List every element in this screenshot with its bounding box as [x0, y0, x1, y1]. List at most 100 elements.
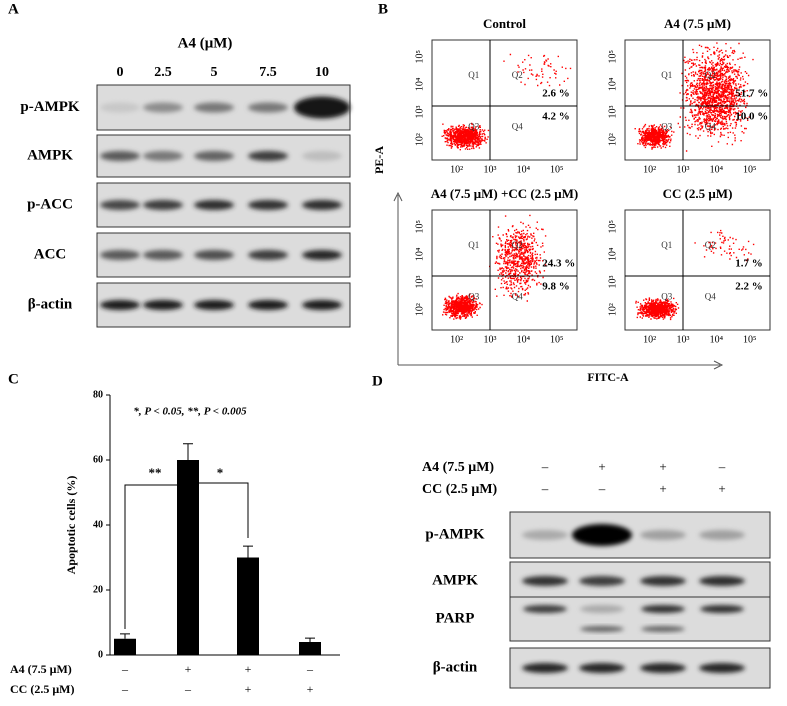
blot-band: [699, 663, 745, 673]
quadrant-label: Q1: [661, 70, 672, 80]
blot-band: [640, 576, 686, 586]
y-tick-label: 10⁴: [607, 77, 618, 91]
panel-label: A: [8, 1, 19, 17]
blot-band: [641, 626, 685, 632]
percent-label: 24.3 %: [542, 258, 575, 270]
chart-title: *, P < 0.05, **, P < 0.005: [133, 406, 247, 418]
blot-band: [699, 576, 745, 586]
percent-label: 1.7 %: [735, 258, 763, 270]
y-tick-label: 10⁵: [414, 220, 425, 234]
quadrant-label: Q2: [512, 70, 523, 80]
quadrant-label: Q3: [468, 292, 479, 302]
blot-band: [572, 524, 632, 546]
percent-label: 4.2 %: [542, 110, 570, 122]
sign: –: [121, 682, 129, 696]
y-tick-label: 10²: [607, 133, 618, 146]
x-tick-label: 10³: [677, 164, 690, 175]
condition-label: A4 (7.5 μM): [10, 662, 72, 676]
scatter-dots: [635, 229, 755, 321]
quadrant-label: Q4: [512, 292, 523, 302]
quadrant-label: Q3: [661, 122, 672, 132]
quadrant-label: Q2: [512, 240, 523, 250]
panel-label: D: [372, 373, 383, 389]
y-tick-label: 10²: [414, 303, 425, 316]
blot-band: [248, 300, 288, 310]
dose-label: 10: [315, 65, 329, 80]
blot-band: [100, 300, 140, 310]
condition-label: CC (2.5 μM): [10, 682, 74, 696]
blot-band: [248, 102, 288, 113]
sign: +: [718, 481, 725, 496]
blot-band: [194, 151, 234, 161]
x-tick-label: 10⁵: [743, 334, 757, 345]
y-axis-title: Apoptotic cells (%): [64, 476, 78, 575]
x-tick-label: 10²: [450, 164, 463, 175]
blot-band: [100, 151, 140, 161]
y-tick-label: 10³: [414, 276, 425, 289]
condition-label: A4 (7.5 μM): [422, 460, 494, 475]
sign: –: [121, 662, 129, 676]
blot-band: [580, 626, 624, 632]
quadrant-label: Q3: [661, 292, 672, 302]
plot-frame: [624, 39, 771, 161]
percent-label: 51.7 %: [735, 88, 768, 100]
blot-band: [641, 605, 685, 613]
percent-label: 2.2 %: [735, 280, 763, 292]
quadrant-label: Q2: [705, 70, 716, 80]
row-label: ACC: [34, 246, 67, 262]
percent-label: 2.6 %: [542, 88, 570, 100]
scatter-dots: [442, 214, 547, 320]
treatment-label: A4 (μM): [178, 35, 233, 51]
y-tick-label: 10⁴: [607, 247, 618, 261]
plot-frame: [431, 209, 578, 331]
y-tick-label: 10⁵: [414, 50, 425, 64]
row-label: AMPK: [432, 572, 478, 588]
blot-band: [523, 605, 567, 613]
sign: –: [718, 459, 726, 474]
quadrant-label: Q1: [661, 240, 672, 250]
blot-band: [522, 530, 568, 540]
error-bar: [305, 637, 315, 642]
blot-band: [248, 200, 288, 210]
blot-band: [640, 530, 686, 540]
error-bar: [120, 633, 130, 639]
y-tick-label: 10²: [414, 133, 425, 146]
quadrant-label: Q4: [705, 292, 716, 302]
y-axis-title: PE-A: [372, 146, 386, 174]
sign: +: [307, 682, 314, 696]
y-tick-label: 0: [98, 649, 103, 660]
bar: [237, 557, 259, 655]
x-tick-label: 10⁵: [550, 334, 564, 345]
plot-frame: [624, 209, 771, 331]
blot-band: [579, 576, 625, 586]
row-label: AMPK: [27, 147, 73, 163]
sign: –: [598, 481, 606, 496]
blot-band: [143, 200, 183, 210]
x-tick-label: 10⁵: [743, 164, 757, 175]
sign: +: [659, 459, 666, 474]
plot-title: A4 (7.5 μM): [664, 16, 731, 31]
dose-label: 0: [117, 65, 124, 80]
blot-band: [302, 151, 342, 161]
panel-label: C: [8, 371, 19, 387]
x-tick-label: 10⁵: [550, 164, 564, 175]
sign: –: [541, 481, 549, 496]
sign: –: [306, 662, 314, 676]
sign: +: [245, 662, 252, 676]
quadrant-label: Q1: [468, 70, 479, 80]
bar: [299, 642, 321, 655]
blot-row: [509, 596, 771, 642]
blot-band: [248, 250, 288, 260]
quadrant-label: Q4: [512, 122, 523, 132]
y-tick-label: 10²: [607, 303, 618, 316]
sign: +: [245, 682, 252, 696]
blot-band: [302, 200, 342, 210]
blot-band: [143, 250, 183, 260]
sign: –: [184, 682, 192, 696]
row-label: β-actin: [28, 296, 73, 312]
y-tick-label: 20: [93, 584, 103, 595]
blot-band: [302, 250, 342, 260]
blot-band: [194, 200, 234, 210]
row-label: p-AMPK: [20, 99, 79, 115]
sign: +: [598, 459, 605, 474]
